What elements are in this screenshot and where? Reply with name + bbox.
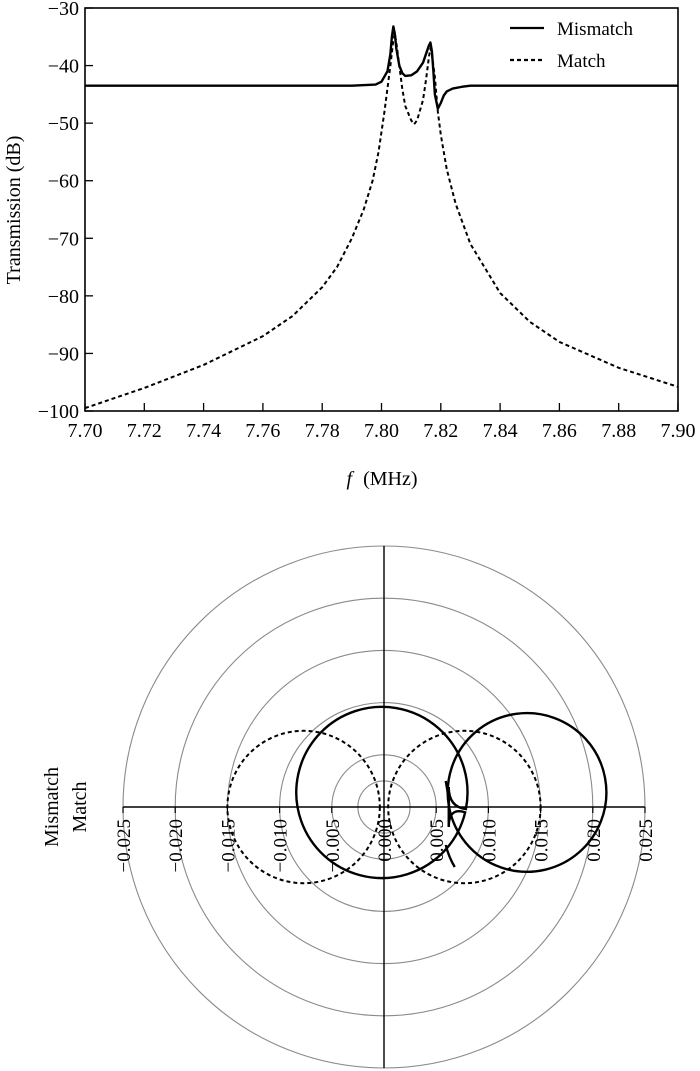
y-tick-label: −60 xyxy=(48,171,79,193)
polar-tick-label: 0.020 xyxy=(584,819,605,862)
polar-chart: −0.025 −0.020 −0.015 −0.010 −0.005 0.000 0.005… xyxy=(41,545,657,1069)
y-tick-label: −80 xyxy=(48,286,79,308)
polar-tick-label: 0.025 xyxy=(636,819,657,862)
side-label-mismatch: Mismatch xyxy=(41,767,63,847)
y-tick-label: −90 xyxy=(48,343,79,365)
x-tick-label: 7.70 xyxy=(68,420,103,442)
side-label-match: Match xyxy=(69,781,91,832)
polar-curve-mismatch-2 xyxy=(446,711,608,873)
series-line-match xyxy=(84,32,679,410)
x-tick-label: 7.82 xyxy=(423,420,458,442)
series-line-mismatch xyxy=(85,25,678,110)
x-tick-label: 7.86 xyxy=(542,420,577,442)
y-tick-label: −40 xyxy=(48,56,79,78)
y-tick-label: −30 xyxy=(48,0,79,20)
polar-series xyxy=(226,705,608,885)
y-tick-label: −50 xyxy=(48,113,79,135)
tick-marks xyxy=(84,7,679,412)
series-lines xyxy=(84,25,679,410)
polar-tick-label: 0.000 xyxy=(375,819,396,862)
x-tick-label: 7.72 xyxy=(127,420,162,442)
transmission-chart: 7.70 7.72 7.74 7.76 7.78 7.80 7.82 7.84 7.86 7.88… xyxy=(3,0,696,490)
x-tick-label: 7.90 xyxy=(661,420,696,442)
polar-tick-marks xyxy=(122,807,646,813)
x-tick-label: 7.84 xyxy=(483,420,518,442)
polar-tick-label: −0.025 xyxy=(114,819,135,872)
legend-label-match: Match xyxy=(557,51,606,72)
x-axis-title-unit: (MHz) xyxy=(363,468,417,490)
legend: Mismatch Match xyxy=(510,19,633,72)
polar-tick-label: 0.015 xyxy=(532,819,553,862)
polar-cusp-mismatch xyxy=(444,780,456,868)
y-tick-labels: −30 −40 −50 −60 −70 −80 −90 −100 xyxy=(38,0,79,423)
polar-tick-label: 0.010 xyxy=(479,819,500,862)
x-tick-labels: 7.70 7.72 7.74 7.76 7.78 7.80 7.82 7.84 7.86 7.88… xyxy=(68,420,696,442)
polar-tick-label: −0.015 xyxy=(218,819,239,872)
x-tick-label: 7.76 xyxy=(245,420,280,442)
polar-tick-label: −0.020 xyxy=(166,819,187,872)
x-tick-label: 7.78 xyxy=(305,420,340,442)
y-tick-label: −70 xyxy=(48,228,79,250)
y-axis-title: Transmission (dB) xyxy=(3,136,25,285)
y-tick-label: −100 xyxy=(38,401,79,423)
polar-curve-mismatch-1 xyxy=(295,705,469,880)
polar-curve-match-2 xyxy=(387,729,542,885)
polar-tick-label: −0.010 xyxy=(271,819,292,872)
x-axis-title-variable: f xyxy=(347,468,355,490)
polar-tick-label: −0.005 xyxy=(323,819,344,872)
x-tick-label: 7.88 xyxy=(601,420,636,442)
x-tick-label: 7.80 xyxy=(364,420,399,442)
polar-tick-labels: −0.025 −0.020 −0.015 −0.010 −0.005 0.000 0.005… xyxy=(114,819,657,872)
polar-tick-label: 0.005 xyxy=(427,819,448,862)
legend-label-mismatch: Mismatch xyxy=(557,19,633,40)
x-tick-label: 7.74 xyxy=(186,420,221,442)
x-axis-title: f (MHz) xyxy=(347,468,418,490)
polar-curve-match-1 xyxy=(226,729,381,885)
